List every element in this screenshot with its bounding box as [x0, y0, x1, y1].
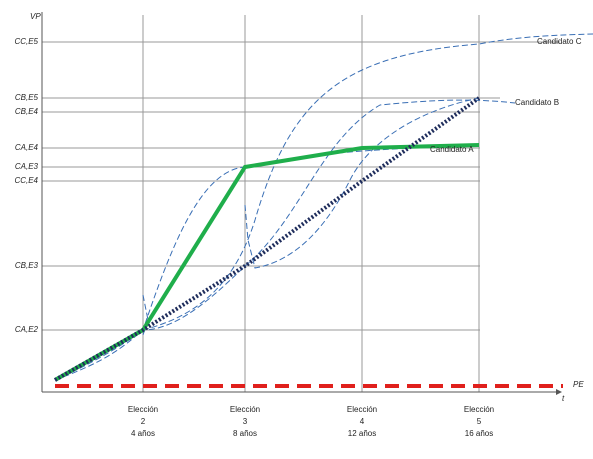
- x-tick-label: Elección: [128, 405, 158, 414]
- x-tick-label: 12 años: [348, 429, 376, 438]
- x-tick-label: 4: [360, 417, 365, 426]
- y-tick-label: CB,E4: [15, 107, 39, 116]
- x-tick-label: 3: [243, 417, 248, 426]
- x-tick-label: 8 años: [233, 429, 257, 438]
- pe-label: PE: [573, 380, 584, 389]
- y-axis-label: VP: [30, 12, 41, 21]
- y-tick-label: CA,E2: [15, 325, 39, 334]
- curve-a: [54, 143, 480, 382]
- curve-label: Candidato C: [537, 37, 582, 46]
- x-arrow: [556, 389, 562, 395]
- y-tick-label: CA,E3: [15, 162, 39, 171]
- x-tick-label: Elección: [347, 405, 377, 414]
- x-tick-label: 4 años: [131, 429, 155, 438]
- x-tick-label: 5: [477, 417, 482, 426]
- curve-b: [54, 96, 481, 382]
- y-tick-label: CC,E5: [14, 37, 38, 46]
- grid: [42, 15, 560, 392]
- x-tick-label: 2: [141, 417, 146, 426]
- curve-label: Candidato B: [515, 98, 559, 107]
- y-tick-label: CA,E4: [15, 143, 39, 152]
- y-tick-label: CB,E5: [15, 93, 39, 102]
- curve-label: Candidato A: [430, 145, 474, 154]
- x-tick-label: Elección: [464, 405, 494, 414]
- y-tick-label: CB,E3: [15, 261, 39, 270]
- y-tick-label: CC,E4: [14, 176, 38, 185]
- x-axis-label: t: [562, 394, 565, 403]
- x-tick-label: Elección: [230, 405, 260, 414]
- x-tick-label: 16 años: [465, 429, 493, 438]
